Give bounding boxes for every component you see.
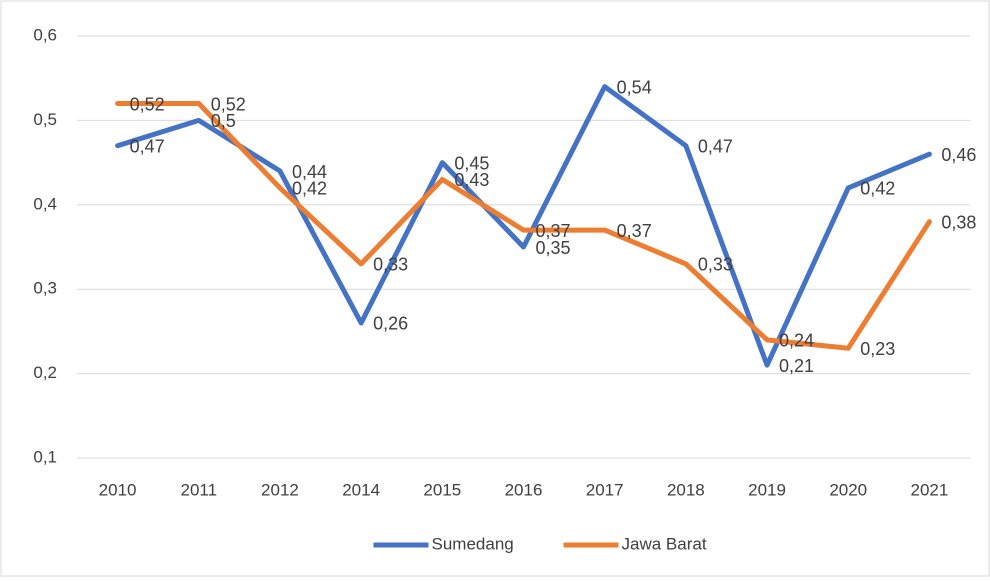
legend-label: Jawa Barat	[622, 534, 707, 553]
data-label: 0,45	[454, 153, 489, 173]
y-tick-label: 0,5	[33, 110, 57, 129]
x-tick-label: 2011	[180, 480, 217, 499]
data-label: 0,24	[779, 331, 814, 351]
data-label: 0,46	[941, 145, 976, 165]
data-label: 0,33	[698, 255, 733, 275]
data-label: 0,26	[373, 314, 408, 334]
data-label: 0,52	[130, 94, 165, 114]
data-label: 0,52	[211, 94, 246, 114]
y-tick-label: 0,2	[33, 363, 57, 382]
x-tick-label: 2017	[586, 480, 624, 499]
data-label: 0,33	[373, 255, 408, 275]
y-tick-label: 0,3	[33, 279, 57, 298]
x-tick-label: 2018	[667, 480, 705, 499]
data-label: 0,43	[454, 170, 489, 190]
data-label: 0,42	[860, 179, 895, 199]
data-label: 0,47	[130, 136, 165, 156]
data-label: 0,47	[698, 136, 733, 156]
data-label: 0,38	[941, 212, 976, 232]
x-tick-label: 2014	[342, 480, 380, 499]
legend-label: Sumedang	[432, 534, 514, 553]
x-tick-label: 2015	[423, 480, 461, 499]
data-label: 0,35	[536, 238, 571, 258]
y-tick-label: 0,4	[33, 194, 57, 213]
y-tick-label: 0,1	[33, 447, 57, 466]
data-label: 0,54	[617, 77, 652, 97]
y-tick-label: 0,6	[33, 25, 57, 44]
data-label: 0,21	[779, 356, 814, 376]
data-label: 0,37	[617, 221, 652, 241]
x-tick-label: 2020	[829, 480, 867, 499]
series-line	[115, 101, 932, 351]
x-tick-label: 2021	[910, 480, 948, 499]
x-tick-label: 2010	[99, 480, 137, 499]
data-label: 0,5	[211, 111, 236, 131]
x-tick-label: 2019	[748, 480, 786, 499]
x-tick-label: 2016	[505, 480, 543, 499]
series-line	[115, 84, 932, 368]
x-tick-label: 2012	[261, 480, 299, 499]
data-label: 0,37	[536, 221, 571, 241]
data-label: 0,42	[292, 179, 327, 199]
data-label: 0,44	[292, 162, 327, 182]
data-label: 0,23	[860, 339, 895, 359]
